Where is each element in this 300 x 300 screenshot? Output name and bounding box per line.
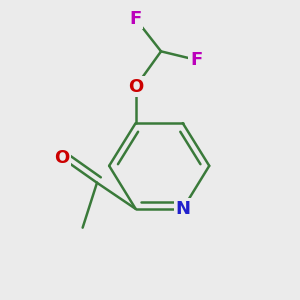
Text: O: O xyxy=(54,149,70,167)
Text: F: F xyxy=(190,51,202,69)
Text: O: O xyxy=(128,78,143,96)
Text: N: N xyxy=(175,200,190,218)
Text: F: F xyxy=(130,10,142,28)
